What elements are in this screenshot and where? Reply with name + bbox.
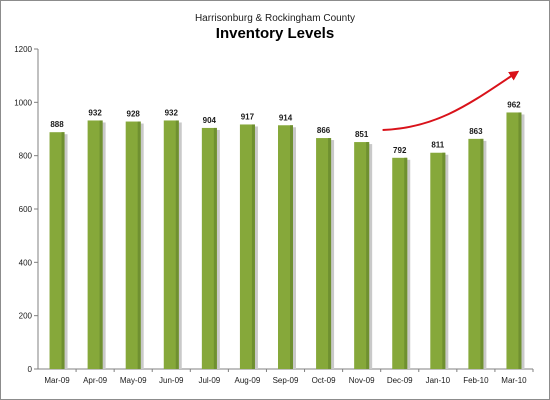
bar-Jul-09 (201, 127, 217, 369)
y-tick-label: 400 (19, 258, 33, 267)
bar-Aug-09 (239, 124, 255, 369)
data-label-Dec-09: 792 (393, 146, 407, 155)
chart-subtitle: Harrisonburg & Rockingham County (195, 13, 355, 24)
x-tick-label-Nov-09: Nov-09 (349, 376, 375, 385)
y-tick-label: 200 (19, 312, 33, 321)
bar-edge (518, 112, 522, 369)
bar-edge (480, 138, 484, 369)
x-tick-label-Jun-09: Jun-09 (159, 376, 184, 385)
x-tick-label-Sep-09: Sep-09 (273, 376, 299, 385)
data-label-Aug-09: 917 (241, 112, 255, 121)
bar-edge (328, 138, 332, 369)
bar-Sep-09 (278, 125, 293, 370)
y-tick-label: 1200 (14, 45, 32, 54)
data-label-Feb-10: 863 (469, 127, 483, 136)
bar-Jan-10 (430, 152, 446, 369)
x-tick-label-Mar-10: Mar-10 (501, 376, 527, 385)
chart-title: Inventory Levels (216, 25, 334, 42)
y-tick-label: 800 (19, 152, 33, 161)
x-tick-label-Aug-09: Aug-09 (235, 376, 261, 385)
x-tick-label-Mar-09: Mar-09 (44, 376, 70, 385)
data-labels: 888 932 928 932 904 917 914 866 851 792 811 863 962 (50, 100, 521, 154)
bar-edge (290, 125, 293, 370)
y-tick-label: 1000 (14, 98, 32, 107)
bar-edge (442, 152, 446, 369)
bar-edge (404, 157, 408, 369)
data-label-Mar-10: 962 (507, 100, 521, 109)
x-tick-label-May-09: May-09 (120, 376, 147, 385)
data-label-Mar-09: 888 (50, 120, 64, 129)
x-tick-label-Jul-09: Jul-09 (198, 376, 220, 385)
bar-Jun-09 (163, 120, 179, 369)
bar-edge (175, 120, 179, 369)
x-tick-label-Apr-09: Apr-09 (83, 376, 108, 385)
data-label-Oct-09: 866 (317, 126, 331, 135)
bar-Nov-09 (354, 142, 370, 369)
axes: 0 200 400 600 800 1000 1200 Mar-09 Apr-09 May-09 J… (14, 45, 534, 385)
x-tick-label-Oct-09: Oct-09 (312, 376, 337, 385)
data-label-May-09: 928 (127, 110, 141, 119)
data-label-Jun-09: 932 (165, 108, 179, 117)
bar-May-09 (125, 121, 141, 370)
data-label-Sep-09: 914 (279, 113, 293, 122)
bar-Feb-10 (468, 138, 484, 369)
bar-Dec-09 (392, 157, 408, 369)
bar-Mar-10 (506, 112, 522, 369)
bar-edge (99, 120, 103, 369)
y-tick-label: 0 (28, 365, 33, 374)
bar-edge (137, 121, 141, 370)
y-tick-label: 600 (19, 205, 33, 214)
bar-edge (61, 132, 65, 369)
bar-edge (213, 127, 217, 369)
x-tick-label-Feb-10: Feb-10 (463, 376, 489, 385)
bar-Apr-09 (87, 120, 103, 369)
x-tick-label-Jan-10: Jan-10 (426, 376, 451, 385)
data-label-Apr-09: 932 (88, 108, 102, 117)
bar-edge (366, 142, 370, 369)
bar-Oct-09 (316, 138, 332, 369)
data-label-Jul-09: 904 (203, 116, 217, 125)
bar-edge (251, 124, 255, 369)
data-label-Jan-10: 811 (431, 141, 444, 150)
bar-Mar-09 (49, 132, 65, 369)
x-tick-label-Dec-09: Dec-09 (387, 376, 413, 385)
data-label-Nov-09: 851 (355, 130, 369, 139)
bars (49, 112, 525, 370)
trend-arrow (382, 70, 520, 131)
